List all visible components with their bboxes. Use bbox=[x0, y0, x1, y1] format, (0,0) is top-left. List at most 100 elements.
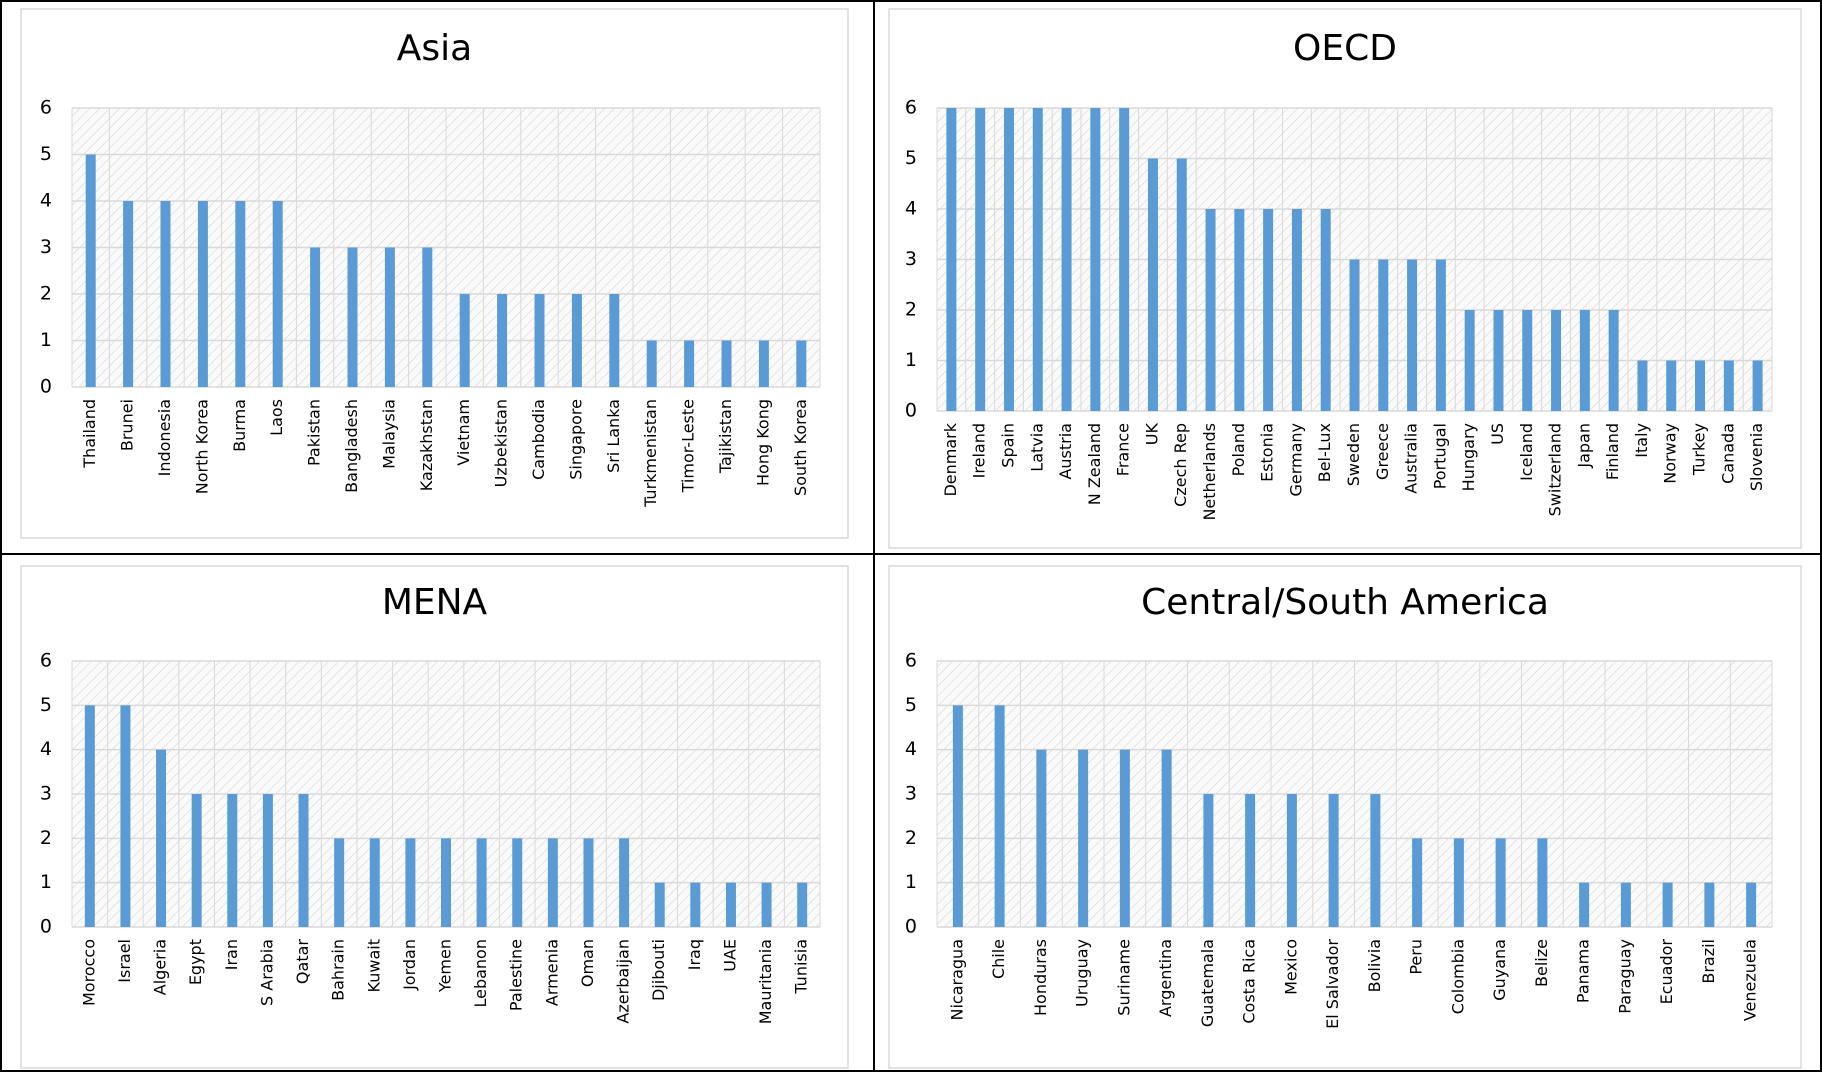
x-tick-label: Australia bbox=[1402, 423, 1421, 494]
bar bbox=[1032, 108, 1043, 411]
bar bbox=[1286, 794, 1297, 927]
bar bbox=[1349, 259, 1360, 411]
bar bbox=[1495, 838, 1506, 927]
x-tick-label: Malaysia bbox=[379, 399, 398, 469]
bar bbox=[156, 749, 167, 927]
y-tick-label: 6 bbox=[905, 97, 917, 119]
bar bbox=[1328, 794, 1339, 927]
y-tick-label: 6 bbox=[40, 97, 52, 119]
x-tick-label: Palestine bbox=[507, 939, 526, 1011]
bar bbox=[1147, 158, 1158, 411]
chart: OECD 0 1 2 3 4 5 6 Denmark Ireland Spain Latvia Aust… bbox=[888, 8, 1802, 549]
bar bbox=[1036, 749, 1047, 927]
x-tick-label: Costa Rica bbox=[1240, 939, 1259, 1024]
bar bbox=[422, 247, 433, 387]
x-tick-label: Iceland bbox=[1517, 423, 1536, 481]
bar bbox=[1752, 360, 1763, 411]
x-tick-label: Hong Kong bbox=[753, 399, 772, 486]
bar bbox=[1061, 108, 1072, 411]
x-tick-label: Uzbekistan bbox=[492, 399, 511, 487]
bar bbox=[619, 838, 630, 927]
x-tick-label: Suriname bbox=[1114, 939, 1133, 1016]
chart: Central/South America 0 1 2 3 4 5 6 Nicaragua Chi… bbox=[888, 565, 1802, 1069]
x-tick-label: Egypt bbox=[186, 939, 205, 985]
bar bbox=[1234, 209, 1245, 411]
x-tick-label: Finland bbox=[1603, 423, 1622, 480]
bar bbox=[1579, 310, 1590, 411]
x-tick-label: Netherlands bbox=[1200, 423, 1219, 521]
chart: Asia 0 1 2 3 4 5 6 Thailand Brunei Indonesia North … bbox=[20, 8, 849, 539]
bar bbox=[690, 882, 701, 927]
bar bbox=[262, 794, 273, 927]
y-tick-label: 1 bbox=[905, 349, 917, 371]
bar bbox=[84, 705, 95, 927]
x-tick-label: Italy bbox=[1632, 423, 1651, 458]
chart-title: MENA bbox=[382, 582, 488, 623]
x-tick-label: Iran bbox=[222, 939, 241, 970]
bar bbox=[1119, 749, 1130, 927]
bar bbox=[476, 838, 487, 927]
x-tick-label: Denmark bbox=[941, 422, 960, 496]
x-tick-label: Israel bbox=[115, 939, 134, 983]
bar bbox=[583, 838, 594, 927]
bar bbox=[1161, 749, 1172, 927]
x-tick-label: Djibouti bbox=[649, 939, 668, 1001]
bar bbox=[512, 838, 523, 927]
bar bbox=[310, 247, 321, 387]
y-tick-label: 3 bbox=[905, 248, 917, 270]
y-tick-label: 4 bbox=[905, 198, 917, 220]
bar bbox=[1704, 882, 1715, 927]
bar bbox=[197, 201, 208, 387]
y-tick-label: 5 bbox=[905, 147, 917, 169]
x-tick-label: Lebanon bbox=[471, 939, 490, 1008]
bar bbox=[1435, 259, 1446, 411]
x-tick-label: Qatar bbox=[293, 939, 312, 984]
bar bbox=[347, 247, 358, 387]
bar bbox=[1537, 838, 1548, 927]
y-tick-label: 6 bbox=[40, 650, 52, 672]
bar bbox=[761, 882, 772, 927]
y-tick-label: 2 bbox=[40, 827, 52, 849]
x-tick-label: Ireland bbox=[970, 423, 989, 478]
x-tick-label: Armenia bbox=[542, 939, 561, 1006]
x-tick-label: Japan bbox=[1574, 423, 1593, 469]
bar bbox=[1608, 310, 1619, 411]
chart-title: OECD bbox=[1293, 28, 1397, 69]
x-tick-label: Belize bbox=[1532, 939, 1551, 987]
y-tick-label: 0 bbox=[905, 400, 917, 422]
y-tick-label: 0 bbox=[40, 916, 52, 938]
x-tick-label: Yemen bbox=[436, 939, 455, 993]
x-tick-label: Austria bbox=[1056, 423, 1075, 480]
x-tick-label: Peru bbox=[1407, 939, 1426, 975]
x-tick-label: Thailand bbox=[80, 399, 99, 469]
x-tick-label: US bbox=[1488, 423, 1507, 445]
bar bbox=[405, 838, 416, 927]
bar bbox=[497, 294, 508, 387]
bar bbox=[227, 794, 238, 927]
x-tick-label: Guyana bbox=[1490, 939, 1509, 1001]
y-tick-label: 3 bbox=[40, 236, 52, 258]
bar bbox=[758, 340, 769, 387]
bar bbox=[298, 794, 309, 927]
x-tick-label: UAE bbox=[720, 939, 739, 972]
bar bbox=[1407, 259, 1418, 411]
y-tick-label: 2 bbox=[905, 299, 917, 321]
bar bbox=[571, 294, 582, 387]
bar bbox=[1551, 310, 1562, 411]
x-tick-label: Morocco bbox=[79, 939, 98, 1006]
bar bbox=[1620, 882, 1631, 927]
x-tick-label: Colombia bbox=[1448, 939, 1467, 1014]
bar bbox=[646, 340, 657, 387]
x-tick-label: Sri Lanka bbox=[604, 399, 623, 473]
bar bbox=[1078, 749, 1089, 927]
x-tick-label: Kazakhstan bbox=[417, 399, 436, 491]
bar bbox=[797, 882, 808, 927]
bar bbox=[1205, 209, 1216, 411]
x-tick-label: Switzerland bbox=[1546, 423, 1565, 516]
bar bbox=[191, 794, 202, 927]
y-tick-label: 2 bbox=[40, 283, 52, 305]
x-tick-label: Guatemala bbox=[1198, 939, 1217, 1027]
x-tick-label: South Korea bbox=[791, 399, 810, 496]
bar bbox=[369, 838, 380, 927]
x-tick-label: Bangladesh bbox=[342, 399, 361, 493]
